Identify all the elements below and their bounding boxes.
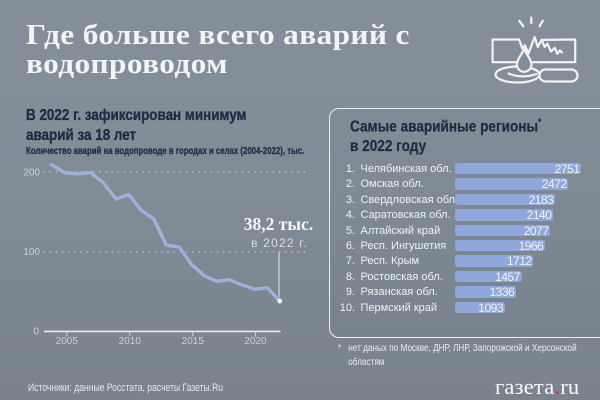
svg-text:0: 0 xyxy=(33,327,39,338)
svg-text:2015: 2015 xyxy=(182,336,205,347)
svg-text:100: 100 xyxy=(23,247,40,258)
svg-text:2005: 2005 xyxy=(56,336,79,347)
svg-text:2010: 2010 xyxy=(119,336,142,347)
svg-text:200: 200 xyxy=(23,167,40,178)
svg-text:2020: 2020 xyxy=(244,336,267,347)
